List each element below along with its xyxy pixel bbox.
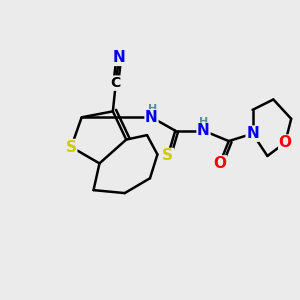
- Text: S: S: [66, 140, 77, 154]
- Text: O: O: [213, 156, 226, 171]
- Text: N: N: [112, 50, 125, 65]
- Text: N: N: [246, 126, 259, 141]
- Text: C: C: [111, 76, 121, 90]
- Text: O: O: [279, 135, 292, 150]
- Text: S: S: [162, 148, 173, 164]
- Text: H: H: [199, 117, 208, 127]
- Text: N: N: [197, 123, 210, 138]
- Text: N: N: [145, 110, 158, 125]
- Text: H: H: [148, 104, 158, 114]
